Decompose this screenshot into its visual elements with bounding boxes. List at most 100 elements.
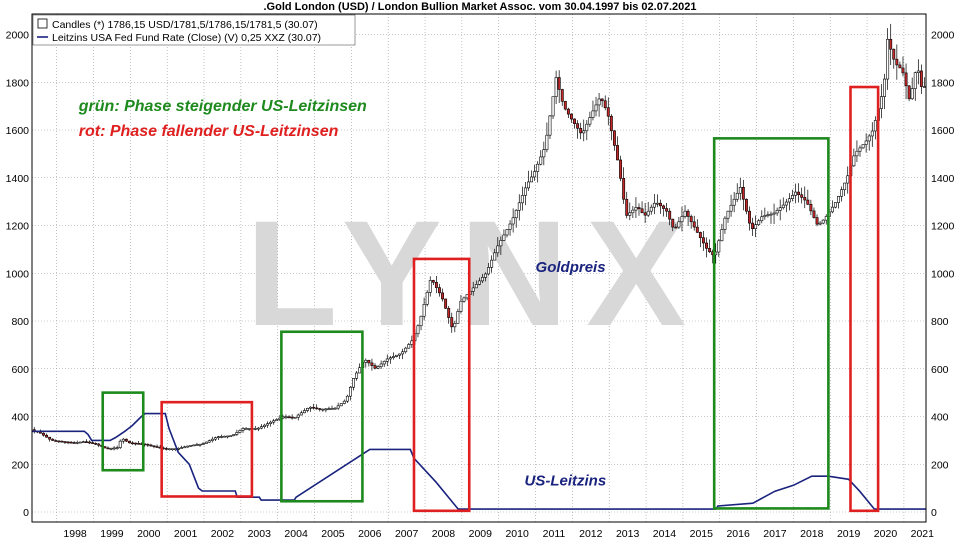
candle-down xyxy=(373,365,377,369)
candle-up xyxy=(462,297,466,302)
rising-phase-box xyxy=(101,391,145,472)
annotations: grün: Phase steigender US-Leitzinsen rot:… xyxy=(78,98,606,490)
candle-up xyxy=(201,443,205,445)
candle-down xyxy=(907,85,911,100)
candle-down xyxy=(97,443,101,446)
candle-up xyxy=(336,405,340,409)
candle-up xyxy=(269,421,273,424)
candle-up xyxy=(355,372,359,379)
candle-up xyxy=(634,207,638,211)
x-tick-label: 2018 xyxy=(800,528,824,540)
candle-up xyxy=(379,363,383,367)
candle-up xyxy=(794,191,797,196)
candle-up xyxy=(296,414,300,418)
candle-up xyxy=(840,189,844,197)
candle-up xyxy=(775,210,779,214)
candle-up xyxy=(508,223,512,230)
candle-down xyxy=(447,307,451,318)
candle-up xyxy=(241,428,245,431)
candle-up xyxy=(232,434,236,436)
candle-down xyxy=(895,58,899,66)
candle-up xyxy=(855,150,859,157)
x-tick-label: 2001 xyxy=(174,528,198,540)
candle-up xyxy=(238,430,242,433)
candle-down xyxy=(287,416,291,419)
candle-down xyxy=(444,298,448,309)
candle-up xyxy=(511,217,515,225)
candle-down xyxy=(705,242,708,249)
candle-down xyxy=(674,226,678,229)
candle-up xyxy=(419,315,423,327)
candle-up xyxy=(216,436,220,438)
candle-down xyxy=(137,443,141,445)
candle-up xyxy=(551,96,555,117)
candle-down xyxy=(800,194,804,198)
candle-up xyxy=(388,357,392,360)
candle-up xyxy=(760,216,764,222)
candle-up xyxy=(763,215,767,218)
candle-up xyxy=(223,435,227,438)
candle-up xyxy=(422,303,426,317)
candle-up xyxy=(321,408,325,411)
y-tick-label-right: 1200 xyxy=(931,221,955,233)
candle-up xyxy=(465,294,469,299)
candle-up xyxy=(226,435,230,438)
candle-up xyxy=(477,280,481,285)
y-tick-label-left: 1800 xyxy=(6,77,30,89)
candle-up xyxy=(818,222,822,225)
candle-up xyxy=(235,432,239,435)
y-tick-label-right: 2000 xyxy=(931,30,955,42)
candle-down xyxy=(124,438,128,442)
candle-down xyxy=(576,123,580,129)
candle-down xyxy=(560,89,564,102)
candle-up xyxy=(533,171,537,178)
candle-down xyxy=(812,210,816,218)
candle-up xyxy=(916,70,920,73)
candle-down xyxy=(625,198,629,216)
candle-down xyxy=(557,77,561,90)
candle-down xyxy=(619,159,623,179)
candle-up xyxy=(496,245,500,254)
candle-up xyxy=(487,267,491,275)
candle-down xyxy=(66,441,70,444)
candle-down xyxy=(898,64,902,69)
x-tick-label: 2002 xyxy=(211,528,235,540)
candle-up xyxy=(846,175,850,184)
falling-phase-box xyxy=(160,400,254,498)
candle-down xyxy=(603,100,607,109)
phase-boxes xyxy=(101,85,880,513)
candle-up xyxy=(824,216,828,221)
falling-phase-box xyxy=(412,257,471,513)
candle-down xyxy=(803,197,807,201)
y-tick-label-left: 1000 xyxy=(6,268,30,280)
candle-up xyxy=(772,212,776,215)
candle-down xyxy=(815,217,819,225)
candle-down xyxy=(695,226,699,233)
x-tick-label: 2004 xyxy=(284,528,308,540)
candle-up xyxy=(821,219,825,224)
candle-down xyxy=(149,444,153,447)
candle-up xyxy=(299,412,303,416)
candle-up xyxy=(339,403,343,407)
x-tick-label: 2005 xyxy=(321,528,345,540)
candle-up xyxy=(416,325,420,335)
candle-up xyxy=(81,441,85,444)
candle-up xyxy=(545,134,549,150)
candle-up xyxy=(391,356,395,359)
legend-label: Candles (*) 1786,15 USD/1781,5/1786,15/1… xyxy=(52,19,318,31)
candle-up xyxy=(530,176,534,183)
y-tick-label-right: 1000 xyxy=(931,268,955,280)
candle-up xyxy=(585,123,589,132)
y-tick-label-left: 1200 xyxy=(6,221,30,233)
candle-down xyxy=(106,447,110,450)
candle-up xyxy=(302,410,306,414)
x-tick-label: 2021 xyxy=(911,528,935,540)
candle-down xyxy=(131,442,134,445)
chart-title: .Gold London (USD) / London Bullion Mark… xyxy=(263,1,697,13)
y-tick-label-right: 800 xyxy=(931,316,949,328)
candle-up xyxy=(628,212,632,216)
candle-up xyxy=(649,206,653,212)
candle-up xyxy=(837,196,840,203)
candle-up xyxy=(204,441,208,444)
candle-up xyxy=(880,96,883,109)
